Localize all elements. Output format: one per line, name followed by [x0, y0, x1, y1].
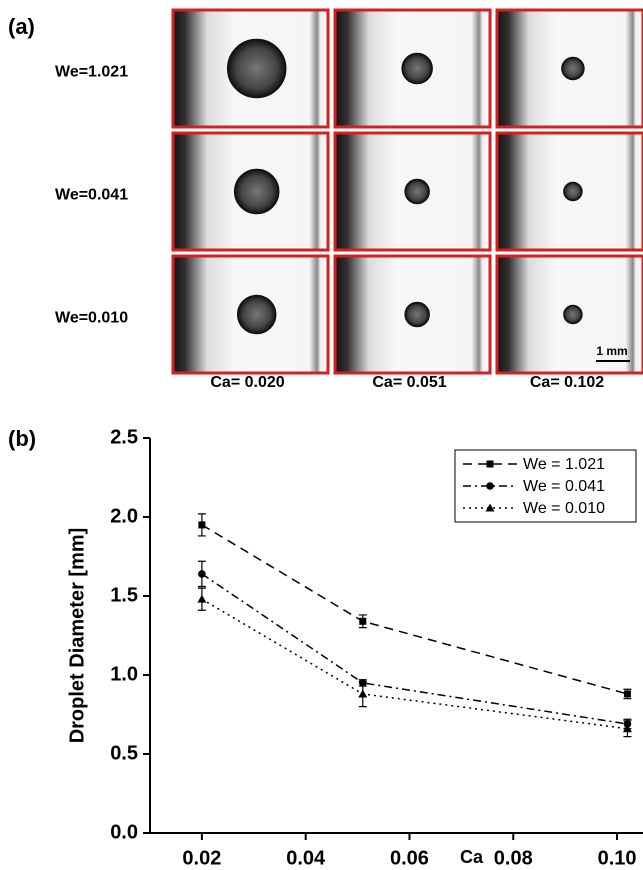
marker — [197, 594, 207, 603]
column-label: Ca= 0.051 — [372, 374, 446, 391]
series-line — [201, 524, 628, 695]
panel-a: (a) We=1.021 We=0.041 We=0.010 Ca= 0.020 Ca=… — [8, 8, 643, 391]
legend-label: We = 0.041 — [523, 478, 605, 495]
column-label: Ca= 0.020 — [210, 374, 284, 391]
marker — [359, 617, 367, 625]
marker — [622, 724, 632, 733]
marker — [198, 521, 206, 529]
droplet — [236, 294, 277, 335]
column-label: Ca= 0.102 — [530, 374, 604, 391]
marker — [198, 570, 206, 578]
droplet — [563, 304, 583, 325]
x-tick-label: 0.08 — [494, 847, 533, 869]
marker — [623, 690, 631, 698]
row-label: We=1.021 — [55, 64, 128, 81]
legend-label: We = 1.021 — [523, 456, 605, 473]
photo — [171, 131, 330, 252]
x-tick-label: 0.02 — [182, 847, 221, 869]
scale-bar-label: 1 mm — [596, 344, 627, 358]
x-tick-label: 0.06 — [390, 847, 429, 869]
y-tick-label: 0.0 — [110, 821, 138, 843]
panel-label: (b) — [8, 426, 36, 451]
marker — [486, 460, 494, 468]
series-line — [201, 598, 628, 730]
droplet — [561, 56, 585, 81]
panel-label: (a) — [8, 14, 35, 39]
legend-label: We = 0.010 — [523, 500, 605, 517]
droplet — [404, 178, 430, 205]
x-axis-label: Ca — [460, 847, 484, 867]
y-tick-label: 2.0 — [110, 505, 138, 527]
y-tick-label: 1.5 — [110, 584, 138, 606]
series-line — [201, 573, 628, 725]
droplet — [401, 52, 433, 85]
row-label: We=0.041 — [55, 187, 128, 204]
marker — [485, 503, 495, 512]
y-tick-label: 0.5 — [110, 742, 138, 764]
y-axis-label: Droplet Diameter [mm] — [66, 528, 88, 744]
droplet — [404, 301, 430, 328]
marker — [486, 482, 494, 490]
droplet — [563, 181, 583, 202]
y-tick-label: 1.0 — [110, 663, 138, 685]
marker — [358, 689, 368, 698]
droplet — [226, 38, 287, 99]
y-tick-label: 2.5 — [110, 426, 138, 448]
x-tick-label: 0.04 — [286, 847, 326, 869]
droplet — [233, 168, 280, 215]
x-tick-label: 0.10 — [598, 847, 637, 869]
row-label: We=0.010 — [55, 310, 128, 327]
chart: (b) 0.0 0.5 1.0 1.5 2.0 2.5 0.02 0.04 0.06 0.08 0.1… — [8, 426, 643, 869]
